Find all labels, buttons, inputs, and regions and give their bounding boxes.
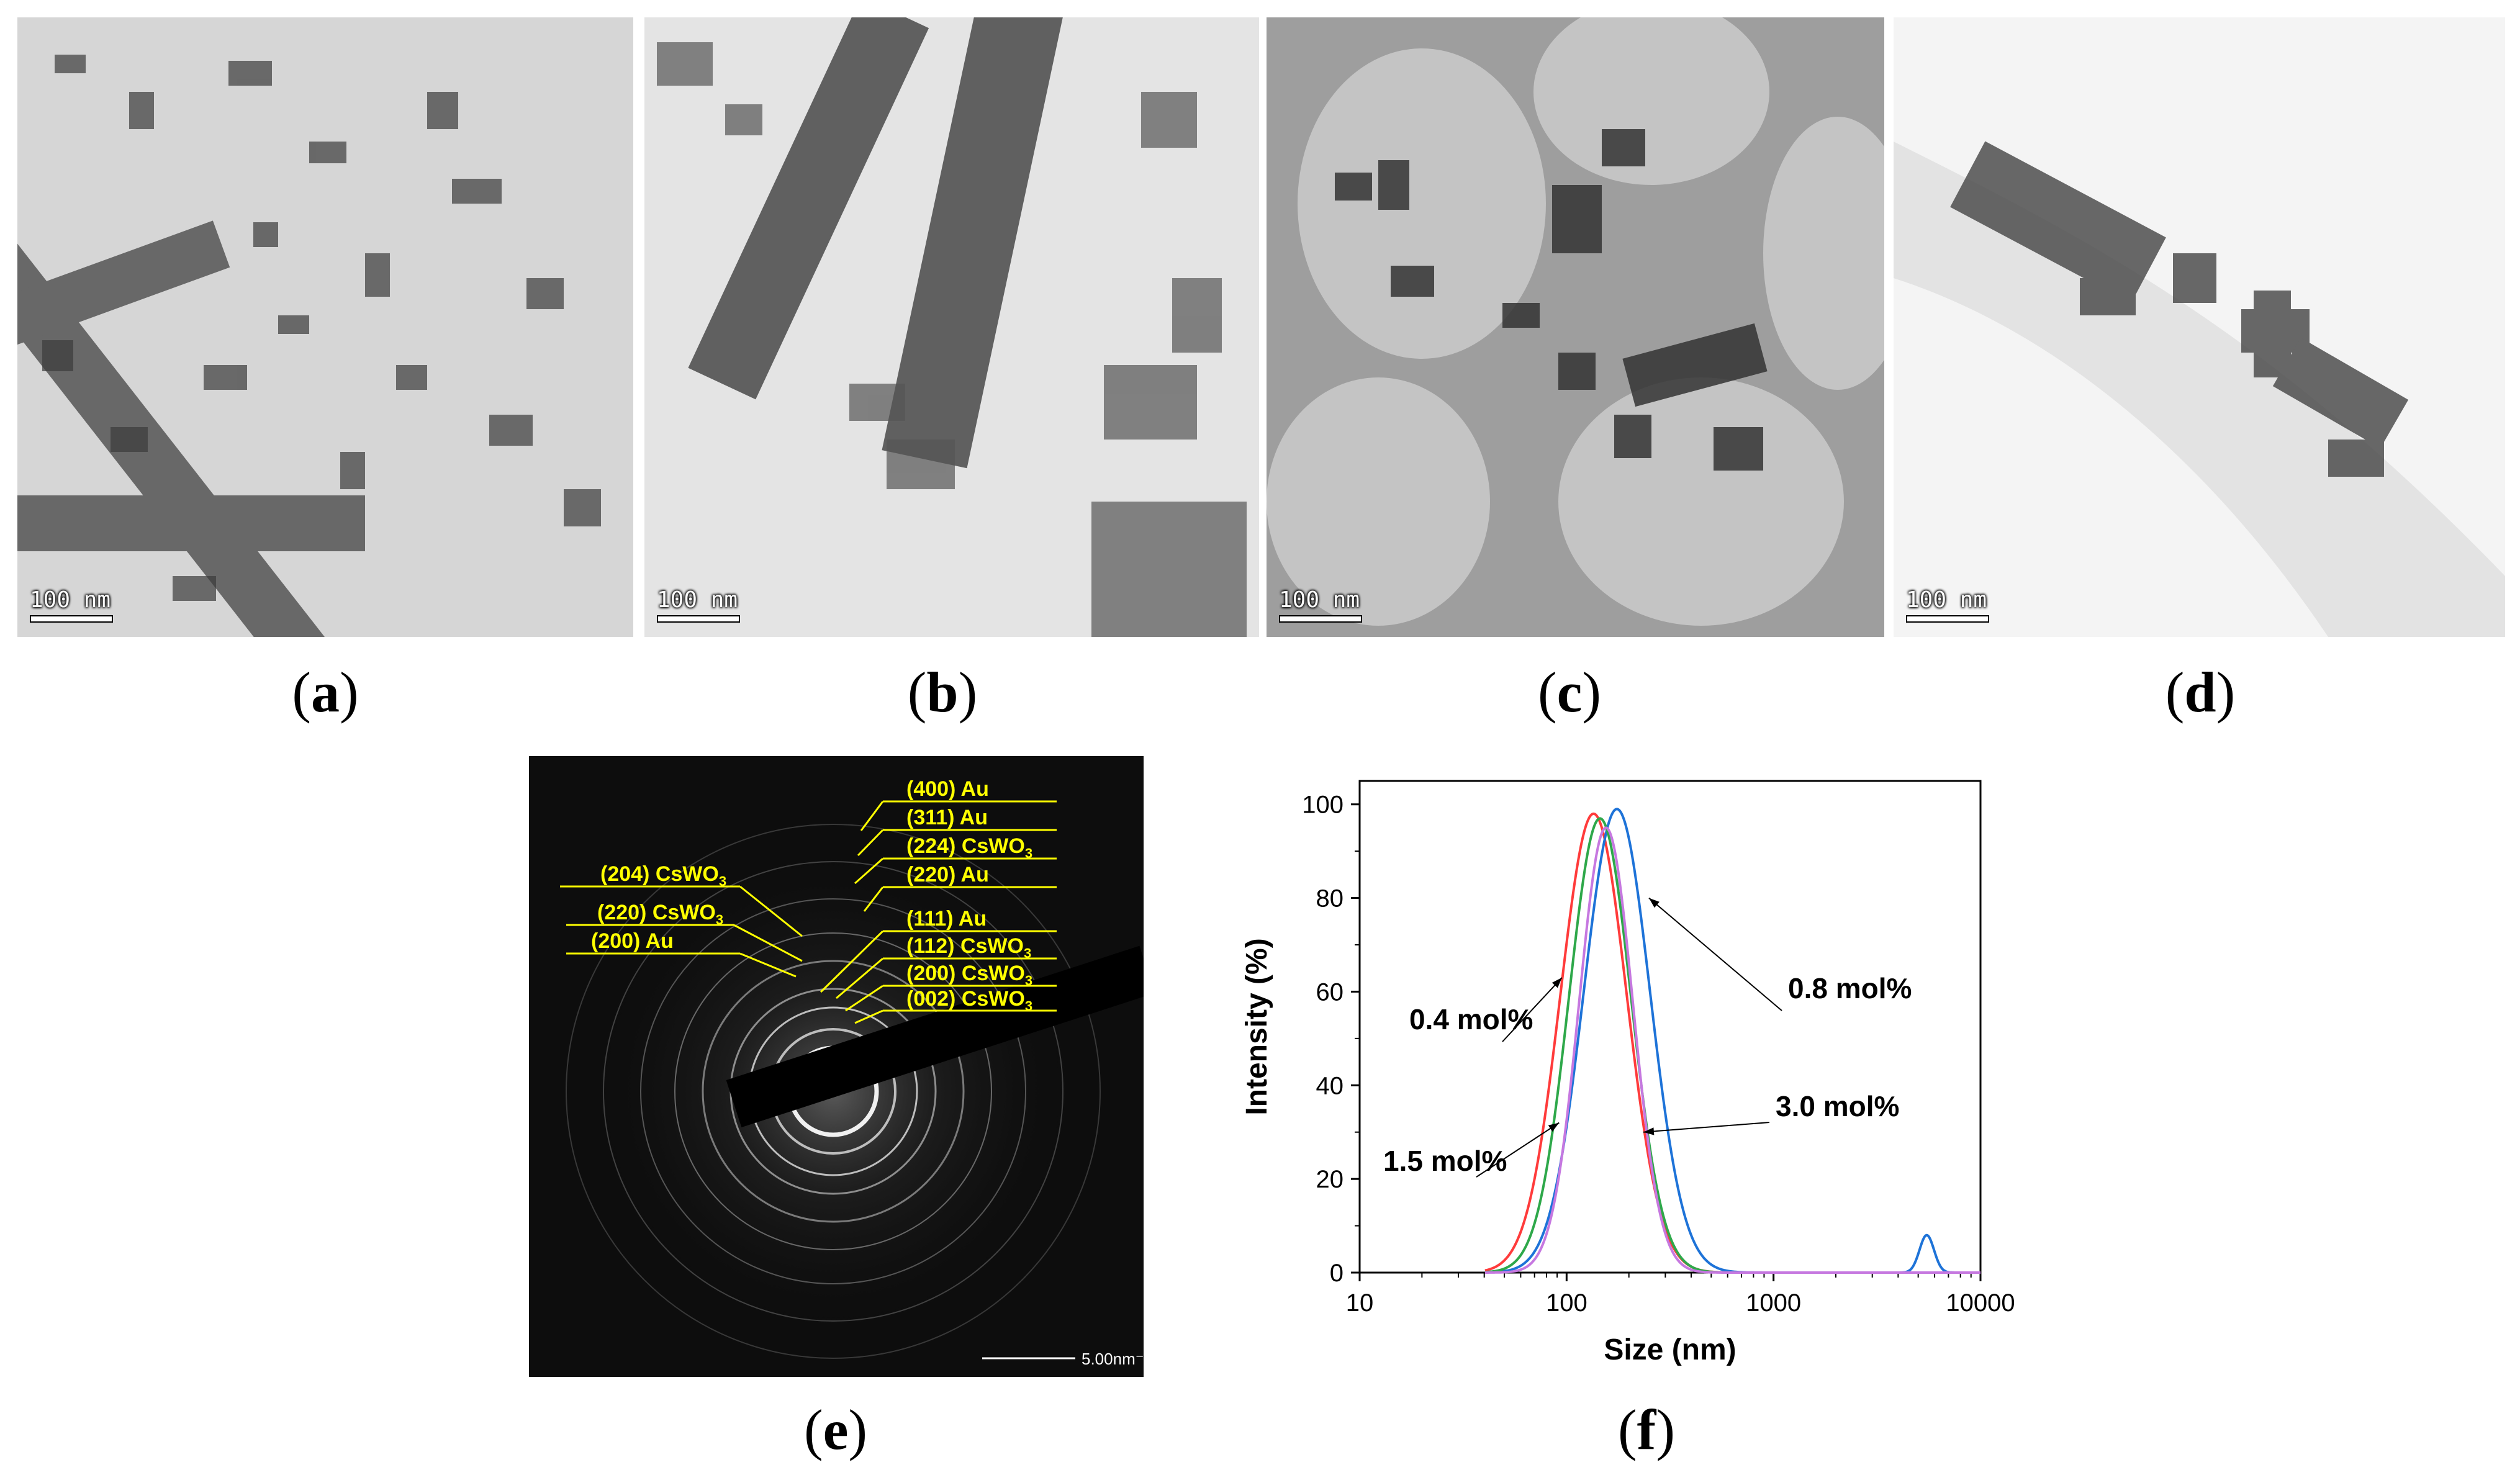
x-tick-label: 1000 bbox=[1746, 1289, 1801, 1317]
series-1-5-mol bbox=[1484, 817, 1980, 1274]
caption-c: (c) bbox=[1537, 661, 1602, 724]
saed-drawing: (400) Au (311) Au (224) CsWO3 (220) Au (… bbox=[529, 756, 1144, 1377]
saed-label-400-au: (400) Au bbox=[906, 777, 989, 801]
caption-b: (b) bbox=[907, 661, 978, 724]
caption-b-letter: b bbox=[926, 661, 959, 724]
scale-bar-a-line bbox=[30, 615, 113, 623]
tem-image-b: 100 nm bbox=[644, 17, 1259, 637]
caption-f: (f) bbox=[1618, 1398, 1675, 1461]
annotation-arrowhead bbox=[1548, 1122, 1560, 1132]
tem-image-d-drawing bbox=[1894, 17, 2505, 637]
saed-label-311-au: (311) Au bbox=[906, 806, 988, 829]
y-tick-label: 40 bbox=[1316, 1072, 1344, 1099]
series-0-4-mol bbox=[1484, 812, 1980, 1274]
y-axis-label: Intensity (%) bbox=[1240, 938, 1273, 1115]
saed-label-002-cswo3: (002) CsWO3 bbox=[906, 987, 1032, 1014]
caption-f-letter: f bbox=[1637, 1398, 1656, 1461]
plot-frame bbox=[1358, 780, 1982, 1274]
saed-label-112-cswo3-sub: 3 bbox=[1024, 945, 1031, 961]
caption-d-letter: d bbox=[2184, 661, 2216, 724]
annotation-label: 0.4 mol% bbox=[1409, 1003, 1533, 1035]
y-tick-label: 80 bbox=[1316, 885, 1344, 913]
caption-d: (d) bbox=[2165, 661, 2236, 724]
caption-a: (a) bbox=[292, 661, 359, 724]
annotation-arrow bbox=[1476, 1122, 1560, 1178]
x-tick-label: 100 bbox=[1546, 1289, 1587, 1317]
saed-label-224-cswo3-sub: 3 bbox=[1025, 845, 1032, 861]
scale-bar-d-label: 100 nm bbox=[1906, 587, 1987, 613]
x-tick-label: 10000 bbox=[1946, 1289, 2015, 1317]
saed-label-200-cswo3-text: (200) CsWO bbox=[906, 962, 1025, 985]
caption-a-letter: a bbox=[311, 661, 340, 724]
scale-bar-d-line bbox=[1906, 615, 1989, 623]
y-tick-label: 20 bbox=[1316, 1166, 1344, 1193]
scale-bar-c-line bbox=[1279, 615, 1362, 623]
scale-bar-c: 100 nm bbox=[1279, 587, 1362, 623]
y-tick-label: 0 bbox=[1330, 1260, 1344, 1287]
caption-e-letter: e bbox=[823, 1398, 849, 1461]
saed-label-002-cswo3-sub: 3 bbox=[1025, 998, 1032, 1014]
saed-label-200-cswo3-sub: 3 bbox=[1025, 973, 1032, 988]
saed-label-204-cswo3-text: (204) CsWO bbox=[600, 862, 719, 886]
saed-label-220-cswo3-text: (220) CsWO bbox=[597, 901, 716, 924]
dls-chart-f: 10 100 1000 10000 0 20 40 60 80 100 Size (nm) Inten… bbox=[1217, 756, 2036, 1389]
dls-chart-svg: 10 100 1000 10000 0 20 40 60 80 100 Size (nm) Inten… bbox=[1240, 780, 2015, 1366]
tem-image-c: 100 nm bbox=[1267, 17, 1884, 637]
saed-label-111-au: (111) Au bbox=[906, 907, 987, 931]
annotation-arrowhead bbox=[1551, 977, 1562, 988]
y-tick-label: 100 bbox=[1302, 791, 1344, 819]
scale-bar-c-label: 100 nm bbox=[1279, 587, 1360, 613]
annotation-label: 0.8 mol% bbox=[1788, 972, 1912, 1004]
x-axis-label: Size (nm) bbox=[1604, 1333, 1736, 1366]
series-3-0-mol bbox=[1485, 826, 1980, 1274]
scale-bar-b: 100 nm bbox=[657, 587, 740, 623]
saed-label-204-cswo3: (204) CsWO3 bbox=[600, 862, 726, 889]
tem-image-a-drawing bbox=[17, 17, 633, 637]
saed-label-224-cswo3: (224) CsWO3 bbox=[906, 834, 1032, 861]
scale-bar-a: 100 nm bbox=[30, 587, 113, 623]
scale-bar-d: 100 nm bbox=[1906, 587, 1989, 623]
saed-label-112-cswo3: (112) CsWO3 bbox=[906, 934, 1031, 961]
scale-bar-b-line bbox=[657, 615, 740, 623]
series-0-8-mol bbox=[1485, 808, 1980, 1274]
caption-c-letter: c bbox=[1556, 661, 1583, 724]
tem-image-c-drawing bbox=[1267, 17, 1884, 637]
annotation-arrowhead bbox=[1648, 898, 1660, 908]
annotation-arrow bbox=[1502, 977, 1563, 1042]
tem-image-b-drawing bbox=[644, 17, 1259, 637]
saed-scale-label: 5.00nm⁻¹ bbox=[1082, 1350, 1144, 1368]
saed-label-220-au: (220) Au bbox=[906, 863, 989, 886]
scale-bar-a-label: 100 nm bbox=[30, 587, 111, 613]
tem-image-d: 100 nm bbox=[1894, 17, 2505, 637]
saed-label-220-cswo3-sub: 3 bbox=[716, 912, 723, 927]
annotation-arrowhead bbox=[1643, 1127, 1655, 1135]
annotation-arrow bbox=[1643, 1122, 1770, 1133]
saed-label-200-au: (200) Au bbox=[591, 929, 674, 953]
saed-label-204-cswo3-sub: 3 bbox=[719, 873, 726, 889]
annotation-label: 3.0 mol% bbox=[1776, 1090, 1899, 1122]
saed-pattern-e: (400) Au (311) Au (224) CsWO3 (220) Au (… bbox=[529, 756, 1144, 1377]
saed-label-200-cswo3: (200) CsWO3 bbox=[906, 962, 1032, 988]
annotation-label: 1.5 mol% bbox=[1383, 1145, 1507, 1177]
caption-e: (e) bbox=[803, 1398, 868, 1461]
saed-label-220-cswo3: (220) CsWO3 bbox=[597, 901, 723, 927]
annotation-arrow bbox=[1648, 897, 1782, 1011]
y-tick-label: 60 bbox=[1316, 978, 1344, 1006]
tem-image-a: 100 nm bbox=[17, 17, 633, 637]
scale-bar-b-label: 100 nm bbox=[657, 587, 738, 613]
saed-label-224-cswo3-text: (224) CsWO bbox=[906, 834, 1025, 858]
saed-label-002-cswo3-text: (002) CsWO bbox=[906, 987, 1025, 1011]
saed-label-112-cswo3-text: (112) CsWO bbox=[906, 934, 1024, 958]
x-tick-label: 10 bbox=[1346, 1289, 1374, 1317]
